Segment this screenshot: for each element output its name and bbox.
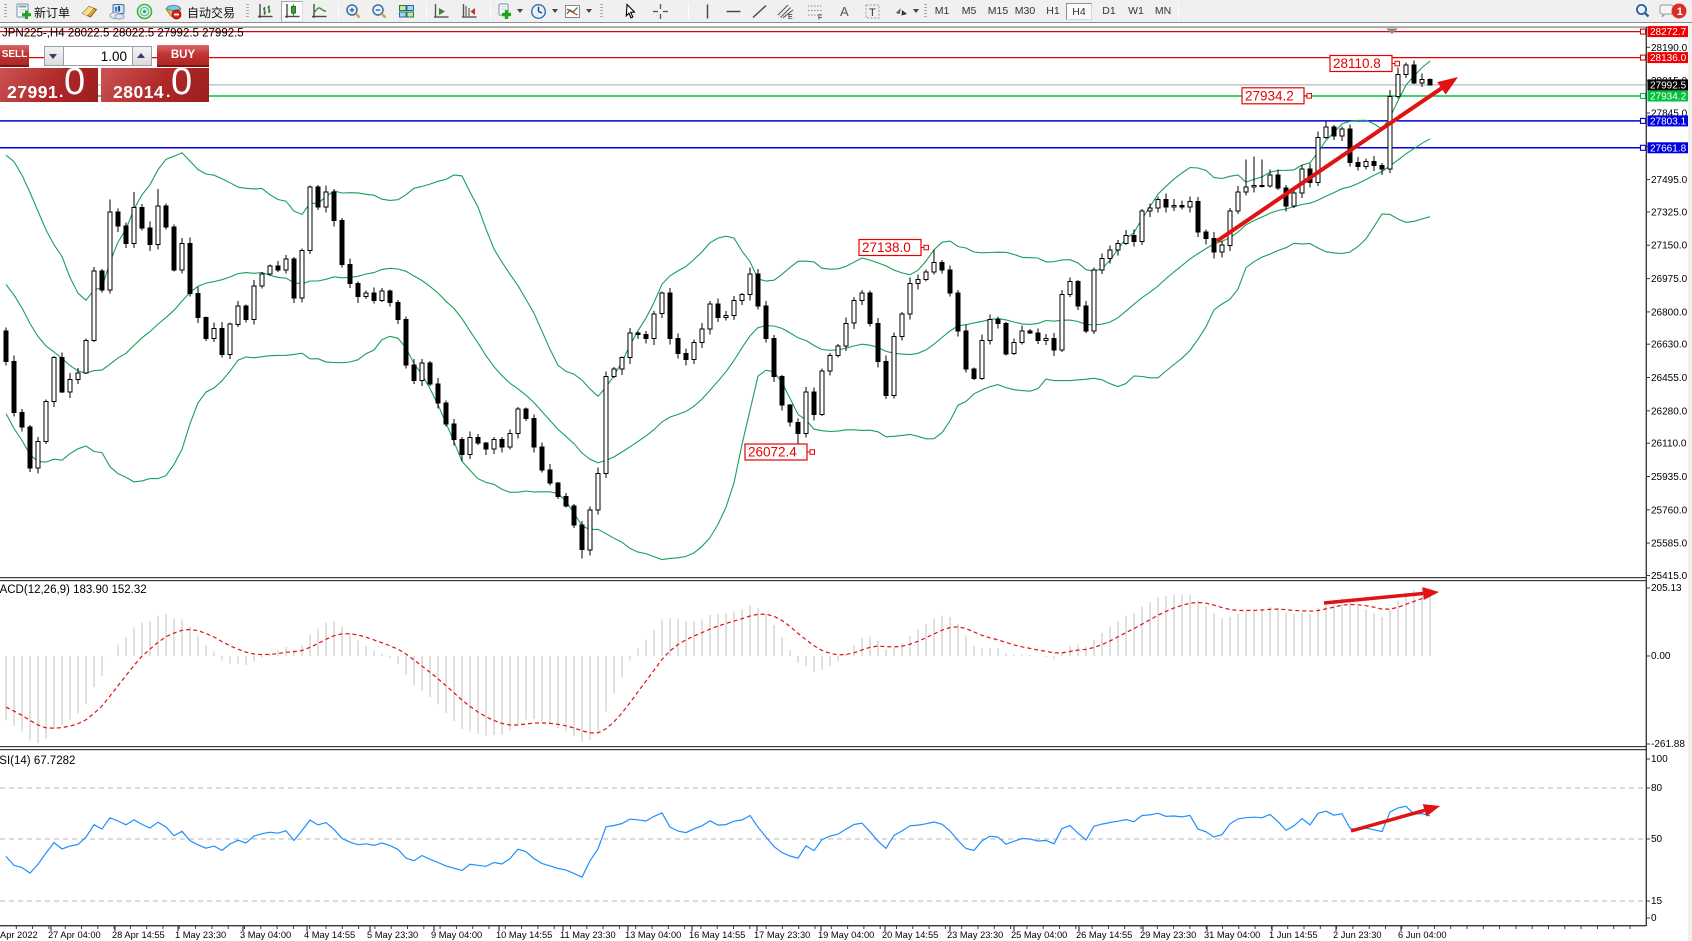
svg-text:27150.0: 27150.0	[1651, 241, 1688, 252]
svg-text:26455.0: 26455.0	[1651, 373, 1688, 384]
svg-text:17 May 23:30: 17 May 23:30	[754, 930, 810, 940]
svg-text:T: T	[869, 7, 876, 19]
svg-text:27 Apr 04:00: 27 Apr 04:00	[48, 930, 101, 940]
svg-text:E: E	[788, 14, 793, 20]
svg-text:27845.0: 27845.0	[1651, 109, 1688, 120]
svg-text:26280.0: 26280.0	[1651, 406, 1688, 417]
svg-text:27992.5: 27992.5	[1650, 80, 1687, 91]
svg-text:RSI(14) 67.7282: RSI(14) 67.7282	[0, 755, 75, 767]
svg-text:3 May 04:00: 3 May 04:00	[240, 930, 291, 940]
svg-text:10 May 14:55: 10 May 14:55	[496, 930, 552, 940]
svg-text:100: 100	[1651, 754, 1668, 765]
svg-text:25760.0: 25760.0	[1651, 505, 1688, 516]
svg-text:25 May 04:00: 25 May 04:00	[1011, 930, 1067, 940]
svg-text:MACD(12,26,9) 183.90 152.32: MACD(12,26,9) 183.90 152.32	[0, 584, 147, 596]
svg-text:6 Jun 04:00: 6 Jun 04:00	[1398, 930, 1447, 940]
svg-text:25415.0: 25415.0	[1651, 571, 1688, 582]
svg-text:28 Apr 14:55: 28 Apr 14:55	[112, 930, 165, 940]
svg-text:27934.2: 27934.2	[1650, 92, 1687, 103]
svg-text:26110.0: 26110.0	[1651, 439, 1687, 450]
svg-text:1 May 23:30: 1 May 23:30	[175, 930, 226, 940]
svg-text:26630.0: 26630.0	[1651, 340, 1688, 351]
svg-text:28190.0: 28190.0	[1651, 43, 1688, 54]
svg-text:28272.7: 28272.7	[1650, 27, 1687, 38]
svg-text:0.00: 0.00	[1651, 651, 1671, 662]
svg-text:50: 50	[1651, 834, 1663, 845]
svg-text:Apr 2022: Apr 2022	[0, 930, 38, 940]
svg-text:27661.8: 27661.8	[1650, 143, 1687, 154]
svg-text:26975.0: 26975.0	[1651, 274, 1688, 285]
svg-text:80: 80	[1651, 783, 1663, 794]
svg-text:19 May 04:00: 19 May 04:00	[818, 930, 874, 940]
svg-text:29 May 23:30: 29 May 23:30	[1140, 930, 1196, 940]
svg-text:26800.0: 26800.0	[1651, 307, 1688, 318]
svg-text:JPN225-,H4 28022.5 28022.5 27: JPN225-,H4 28022.5 28022.5 27992.5 27992…	[2, 28, 244, 40]
svg-text:27495.0: 27495.0	[1651, 175, 1688, 186]
svg-text:2 Jun 23:30: 2 Jun 23:30	[1333, 930, 1382, 940]
svg-text:25935.0: 25935.0	[1651, 472, 1688, 483]
svg-text:4 May 14:55: 4 May 14:55	[304, 930, 355, 940]
svg-text:9 May 04:00: 9 May 04:00	[431, 930, 482, 940]
svg-text:13 May 04:00: 13 May 04:00	[625, 930, 681, 940]
svg-text:20 May 14:55: 20 May 14:55	[882, 930, 938, 940]
svg-text:27803.1: 27803.1	[1650, 116, 1687, 127]
svg-text:28136.0: 28136.0	[1650, 53, 1687, 64]
svg-text:15: 15	[1651, 896, 1663, 907]
svg-text:16 May 14:55: 16 May 14:55	[689, 930, 745, 940]
svg-text:F: F	[818, 15, 822, 21]
svg-text:1 Jun 14:55: 1 Jun 14:55	[1269, 930, 1318, 940]
svg-text:31 May 04:00: 31 May 04:00	[1204, 930, 1260, 940]
svg-text:-261.88: -261.88	[1651, 739, 1685, 750]
svg-text:1: 1	[1677, 6, 1683, 18]
svg-text:28110.8: 28110.8	[1333, 56, 1381, 71]
svg-text:26072.4: 26072.4	[748, 445, 797, 460]
svg-text:23 May 23:30: 23 May 23:30	[947, 930, 1003, 940]
svg-text:0: 0	[1651, 913, 1657, 924]
svg-text:26 May 14:55: 26 May 14:55	[1076, 930, 1132, 940]
svg-text:5 May 23:30: 5 May 23:30	[367, 930, 418, 940]
svg-text:205.13: 205.13	[1651, 583, 1682, 594]
svg-text:27934.2: 27934.2	[1245, 88, 1294, 103]
svg-text:27325.0: 27325.0	[1651, 207, 1688, 218]
svg-text:25585.0: 25585.0	[1651, 539, 1688, 550]
svg-text:27138.0: 27138.0	[862, 240, 911, 255]
svg-text:11 May 23:30: 11 May 23:30	[560, 930, 616, 940]
